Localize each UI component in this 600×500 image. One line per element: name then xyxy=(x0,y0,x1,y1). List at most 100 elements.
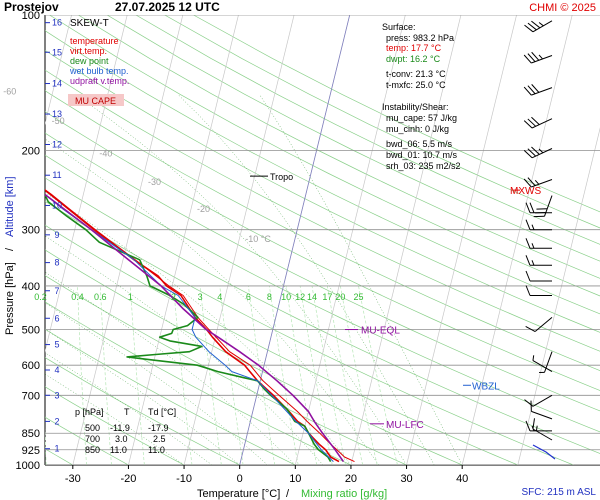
wind-barb-flag xyxy=(531,20,541,29)
mxws-label: MXWS xyxy=(510,186,541,197)
isotherm-label: -30 xyxy=(148,177,161,187)
altitude-tick-label: 1 xyxy=(54,444,59,454)
altitude-tick-label: 5 xyxy=(54,340,59,350)
temperature-tick-label: -20 xyxy=(120,473,136,485)
table-cell: 700 xyxy=(85,434,100,444)
wind-barb-flag xyxy=(531,146,540,155)
mixing-ratio-label: 2 xyxy=(171,292,176,302)
table-cell: 500 xyxy=(85,423,100,433)
isotherm xyxy=(0,15,16,465)
wind-barb-flag xyxy=(527,22,537,31)
wind-barb xyxy=(539,351,553,374)
wind-barb-flag xyxy=(525,219,531,230)
wind-barb xyxy=(525,219,552,231)
wind-barb-half-flag xyxy=(539,371,545,374)
table-header-t: T xyxy=(124,407,130,417)
wind-barb-flag xyxy=(533,215,545,218)
moist-adiabat xyxy=(45,302,268,465)
pressure-tick-label: 400 xyxy=(22,281,40,293)
grid-layer xyxy=(0,15,600,465)
altitude-tick-label: 4 xyxy=(54,365,59,375)
instability-bwd01: bwd_01: 10.7 m/s xyxy=(386,150,458,160)
isotherm-zero xyxy=(239,15,351,465)
mu-lfc-label: MU-LFC xyxy=(386,420,424,431)
pressure-tick-label: 700 xyxy=(22,390,40,402)
isotherm-label: -40 xyxy=(99,148,112,158)
mixing-ratio-label: 17 xyxy=(322,292,332,302)
mixing-ratio-line xyxy=(129,285,145,465)
y-axis-label-pressure: Pressure [hPa] xyxy=(4,262,16,335)
wind-barb-flag xyxy=(523,54,532,64)
mixing-ratio-label: 25 xyxy=(354,292,364,302)
wind-barb-half-flag xyxy=(535,425,538,432)
legend-item-dew-point: dew point xyxy=(70,56,109,66)
wind-barb-shaft xyxy=(534,317,553,332)
wind-barb-flag xyxy=(527,118,537,127)
wind-barb-flag xyxy=(531,116,540,125)
wind-barb-flag xyxy=(523,150,533,159)
x-axis-label-separator: / xyxy=(286,488,290,500)
dry-adiabat xyxy=(106,15,600,262)
wind-barb-shaft xyxy=(531,179,553,188)
series-temperature xyxy=(45,189,340,463)
mixing-ratio-label: 0.2 xyxy=(34,292,47,302)
wind-barb-half-flag xyxy=(534,179,540,185)
wind-barb xyxy=(523,51,553,64)
table-cell: -11.9 xyxy=(110,423,130,433)
isotherm-label: -20 xyxy=(197,204,210,214)
wind-barb xyxy=(532,418,553,441)
wind-barb xyxy=(525,255,552,266)
series-udpraft-v-temp- xyxy=(45,193,345,463)
wind-barb-half-flag xyxy=(531,243,535,249)
mu-cape-badge: MU CAPE xyxy=(75,96,116,106)
wind-barb-shaft xyxy=(532,394,553,407)
wind-barb-flag xyxy=(525,326,536,332)
y-axis-label-altitude: Altitude [km] xyxy=(4,176,16,237)
surface-tmxfc: t-mxfc: 25.0 °C xyxy=(386,80,446,90)
wind-barb-flag xyxy=(536,208,548,210)
moist-adiabat xyxy=(45,328,240,465)
pressure-tick-label: 925 xyxy=(22,445,40,457)
tropo-label: Tropo xyxy=(270,172,293,182)
wind-barb-half-flag xyxy=(532,355,535,361)
mixing-ratio-label: 0.4 xyxy=(71,292,84,302)
copyright-text: CHMI © 2025 xyxy=(529,2,596,14)
altitude-tick-label: 11 xyxy=(52,170,61,180)
wind-barb-flag xyxy=(531,51,540,61)
legend-title: SKEW-T xyxy=(70,18,109,29)
instability-info: Instability/Shear: mu_cape: 57 J/kg mu_c… xyxy=(382,102,461,171)
altitude-tick-label: 15 xyxy=(52,47,62,57)
temperature-tick-label: 0 xyxy=(237,473,243,485)
mixing-ratio-label: 0.6 xyxy=(94,292,107,302)
isotherm xyxy=(294,15,406,465)
wind-barb-shaft xyxy=(531,410,553,420)
mixing-ratio-line xyxy=(199,285,222,465)
surface-temp: temp: 17.7 °C xyxy=(386,43,442,53)
wind-barb-flag xyxy=(527,85,536,95)
dry-adiabat xyxy=(78,15,600,279)
wind-barb-half-flag xyxy=(538,148,544,154)
series-dew-point xyxy=(45,192,332,463)
y-axis-label-separator: / xyxy=(4,247,16,251)
wind-barb-flag xyxy=(523,120,533,129)
dry-adiabat xyxy=(45,132,600,412)
wind-barb xyxy=(532,355,553,373)
x-axis-label-temperature: Temperature [°C] xyxy=(197,488,280,500)
instability-mucinh: mu_cinh: 0 J/kg xyxy=(386,124,449,134)
wind-barb-flag xyxy=(531,84,540,93)
temperature-tick-label: 20 xyxy=(345,473,357,485)
altitude-tick-label: 9 xyxy=(54,230,59,240)
isotherm xyxy=(45,15,128,353)
wind-barb-flag xyxy=(527,53,536,62)
isotherm xyxy=(517,127,600,465)
dry-adiabat xyxy=(164,15,600,229)
wind-barb-flag xyxy=(530,400,532,412)
dry-adiabat xyxy=(45,111,600,391)
pressure-tick-label: 100 xyxy=(22,10,40,22)
temperature-tick-label: 30 xyxy=(400,473,412,485)
wind-barb-flag xyxy=(529,202,535,213)
wind-barb-shaft xyxy=(544,351,553,373)
wind-barb-flag xyxy=(525,285,531,296)
wind-barb-shaft xyxy=(531,87,553,96)
